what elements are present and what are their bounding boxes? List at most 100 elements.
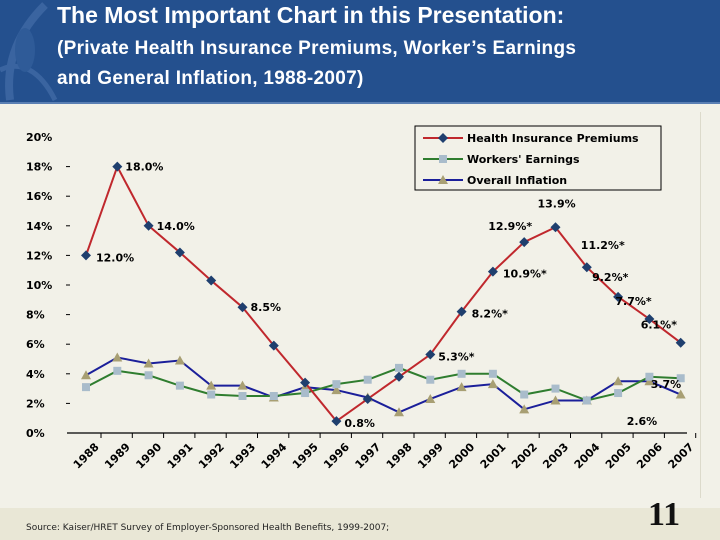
x-tick-label: 1991 <box>165 441 196 472</box>
data-point-marker <box>113 366 122 375</box>
data-point-marker <box>81 250 91 261</box>
data-point-marker <box>426 375 435 384</box>
data-point-marker <box>675 337 686 348</box>
x-tick-label: 1988 <box>71 441 102 472</box>
data-point-marker <box>425 393 436 403</box>
x-tick-label: 1989 <box>102 441 133 472</box>
y-tick-label: 18% <box>26 161 52 174</box>
x-tick-label: 2000 <box>446 440 477 471</box>
x-tick-label: 2007 <box>666 441 697 472</box>
data-label: 5.3%* <box>438 351 475 364</box>
data-point-marker <box>175 381 184 390</box>
data-point-marker <box>112 352 123 362</box>
y-tick-label: 20% <box>26 131 52 144</box>
data-point-marker <box>550 222 561 233</box>
data-point-marker <box>456 382 467 392</box>
x-tick-label: 1996 <box>321 440 352 471</box>
title-banner: The Most Important Chart in this Present… <box>0 0 720 104</box>
series-line-health-insurance-premiums <box>85 164 682 423</box>
legend-marker-icon <box>438 175 448 184</box>
data-point-marker <box>331 385 342 395</box>
data-label: 11.2%* <box>581 239 625 252</box>
series-line-workers-earnings <box>85 366 681 402</box>
y-tick-label: 0% <box>26 427 45 440</box>
data-label: 12.9%* <box>488 220 532 233</box>
data-point-marker <box>143 358 154 368</box>
series-line-overall-inflation <box>85 356 682 414</box>
y-tick-label: 16% <box>26 190 52 203</box>
legend-marker-icon <box>438 133 448 143</box>
data-point-marker <box>300 377 311 388</box>
data-point-marker <box>206 275 217 286</box>
x-tick-label: 1997 <box>353 441 384 472</box>
data-label: 7.7%* <box>615 295 652 308</box>
x-tick-label: 2004 <box>572 440 603 471</box>
data-point-marker <box>550 395 561 405</box>
data-point-marker <box>82 383 90 392</box>
y-tick-label: 6% <box>26 338 45 351</box>
legend-label: Overall Inflation <box>467 174 567 187</box>
y-tick-label: 14% <box>26 220 52 233</box>
x-tick-label: 2005 <box>603 441 634 472</box>
data-point-marker <box>519 237 530 248</box>
x-tick-label: 2003 <box>540 441 571 472</box>
data-point-marker <box>268 340 279 351</box>
slide-subtitle-line1: (Private Health Insurance Premiums, Work… <box>57 38 577 59</box>
data-point-marker <box>81 370 91 380</box>
data-point-marker <box>520 390 529 399</box>
legend-label: Health Insurance Premiums <box>467 132 639 145</box>
data-point-marker <box>237 302 248 313</box>
legend-label: Workers' Earnings <box>467 153 580 166</box>
data-point-marker <box>144 371 153 380</box>
data-label: 0.8% <box>344 417 375 430</box>
slide-subtitle-line2: and General Inflation, 1988-2007) <box>57 68 364 89</box>
data-point-marker <box>613 376 624 386</box>
x-tick-label: 1999 <box>415 441 446 472</box>
data-point-marker <box>581 262 592 273</box>
data-point-marker <box>488 369 497 378</box>
data-point-marker <box>487 379 498 389</box>
data-point-marker <box>425 349 436 360</box>
data-point-marker <box>395 363 403 372</box>
x-tick-label: 1992 <box>196 441 227 472</box>
line-chart: 0% 2% 4% 6% 8% 10% 12% 14% 16% 18% 20% 1988 1989 1990… <box>26 125 697 472</box>
data-label: 18.0% <box>125 161 163 174</box>
data-point-marker <box>301 389 310 398</box>
data-point-marker <box>582 396 591 405</box>
source-note: Source: Kaiser/HRET Survey of Employer-S… <box>26 523 390 533</box>
page-number: 11 <box>648 496 681 533</box>
data-point-marker <box>207 390 216 399</box>
x-tick-label: 1995 <box>290 441 321 472</box>
data-point-marker <box>237 380 248 390</box>
data-label: 3.7% <box>651 378 682 391</box>
data-point-marker <box>644 314 655 325</box>
data-point-marker <box>456 306 467 317</box>
chart-panel: 0% 2% 4% 6% 8% 10% 12% 14% 16% 18% 20% 1988 1989 1990… <box>20 112 701 498</box>
x-tick-label: 2002 <box>509 441 540 472</box>
data-point-marker <box>487 266 498 277</box>
x-tick-label: 1993 <box>227 441 258 472</box>
data-point-marker <box>676 374 685 383</box>
data-point-marker <box>143 220 154 231</box>
data-point-marker <box>675 389 686 399</box>
x-tick-label: 1998 <box>384 441 415 472</box>
data-label: 14.0% <box>157 220 195 233</box>
data-point-marker <box>363 375 372 384</box>
x-tick-label: 1994 <box>259 440 290 471</box>
data-point-marker <box>645 372 654 381</box>
legend-marker-icon <box>439 155 447 163</box>
data-point-marker <box>362 393 373 404</box>
y-tick-label: 8% <box>26 309 45 322</box>
data-point-marker <box>174 247 185 258</box>
data-point-marker <box>238 392 247 400</box>
data-point-marker <box>269 392 278 400</box>
data-label: 13.9% <box>538 197 576 210</box>
data-point-marker <box>112 161 123 172</box>
logo-emblem-icon <box>0 2 58 102</box>
y-tick-label: 4% <box>26 368 45 381</box>
data-label: 8.5% <box>251 301 282 314</box>
data-point-marker <box>394 407 404 417</box>
data-point-marker <box>394 371 404 382</box>
data-point-marker <box>519 404 530 414</box>
x-tick-label: 2006 <box>634 440 665 471</box>
